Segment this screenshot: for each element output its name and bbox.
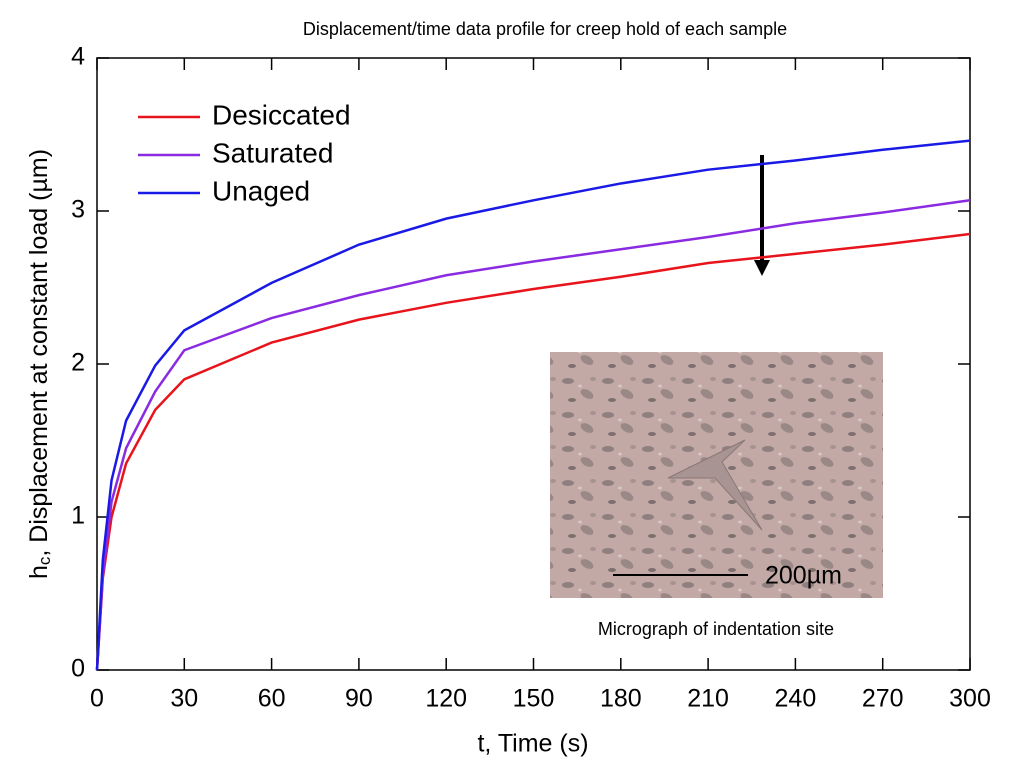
x-tick-label: 30 <box>170 685 198 713</box>
y-tick-label: 0 <box>71 655 85 683</box>
legend-label: Desiccated <box>212 99 351 130</box>
y-label-text: , Displacement at constant load (µm) <box>25 149 53 557</box>
y-label-symbol: h <box>25 565 53 579</box>
x-tick-label: 90 <box>345 685 373 713</box>
x-tick-label: 60 <box>258 685 286 713</box>
y-tick-label: 3 <box>71 196 85 224</box>
legend-label: Saturated <box>212 137 333 168</box>
x-tick-label: 270 <box>862 685 904 713</box>
chart-title: Displacement/time data profile for creep… <box>303 19 787 39</box>
data-line <box>95 139 971 671</box>
data-line <box>95 232 971 671</box>
x-tick-label: 150 <box>513 685 555 713</box>
x-tick-label: 300 <box>949 685 991 713</box>
x-tick-label: 180 <box>600 685 642 713</box>
y-axis-label: hc, Displacement at constant load (µm) <box>25 149 55 579</box>
y-tick-label: 2 <box>71 349 85 377</box>
inset-micrograph <box>550 352 883 598</box>
y-tick-label: 4 <box>71 43 85 71</box>
x-axis-label: t, Time (s) <box>477 730 588 758</box>
x-tick-label: 240 <box>775 685 817 713</box>
y-tick-label: 1 <box>71 502 85 530</box>
x-tick-label: 120 <box>425 685 467 713</box>
legend-label: Unaged <box>212 175 310 206</box>
arrow <box>754 155 770 276</box>
inset-caption: Micrograph of indentation site <box>598 619 834 639</box>
scale-bar-label: 200µm <box>765 562 842 590</box>
x-tick-label: 210 <box>687 685 729 713</box>
data-line <box>95 199 971 671</box>
x-tick-label: 0 <box>90 685 104 713</box>
y-label-subscript: c <box>35 556 54 565</box>
